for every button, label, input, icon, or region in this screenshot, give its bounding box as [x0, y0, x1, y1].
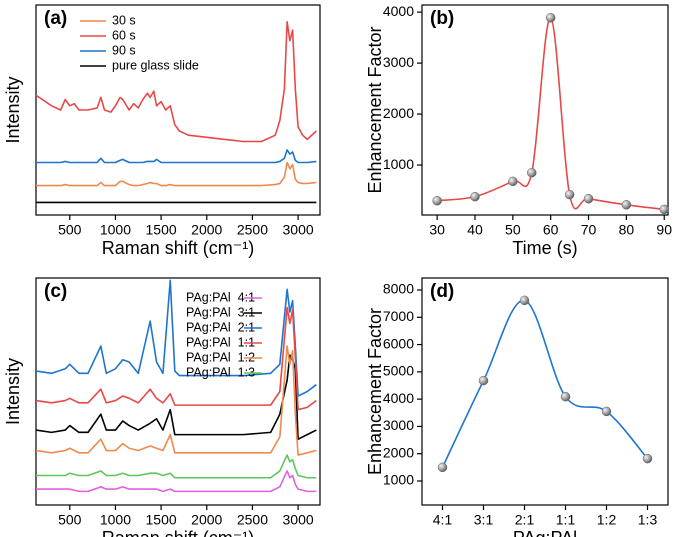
- x-tick-label: 1:3: [638, 512, 658, 528]
- x-axis-label: Time (s): [512, 238, 577, 258]
- x-axis-label: Raman shift (cm⁻¹): [102, 528, 255, 537]
- x-tick-label: 2000: [191, 222, 222, 238]
- x-tick-label: 2:1: [515, 512, 535, 528]
- data-line: [35, 21, 317, 143]
- y-axis-label: Intensity: [3, 76, 23, 143]
- panel-label: (d): [430, 281, 454, 302]
- legend-label: 60 s: [112, 28, 136, 42]
- panel-label: (c): [44, 281, 67, 302]
- panel: 500 1000 1500 2000 2500 3000 Raman shift (cm⁻¹…: [3, 277, 321, 537]
- data-line: [441, 299, 649, 468]
- data-point: [508, 176, 518, 187]
- x-tick-label: 50: [505, 222, 521, 238]
- y-tick-label: 4000: [383, 390, 414, 406]
- data-point: [478, 375, 489, 386]
- data-line: [36, 454, 317, 479]
- data-point: [659, 204, 669, 215]
- x-tick-label: 4:1: [433, 512, 453, 528]
- legend-label: 30 s: [112, 13, 136, 27]
- data-point: [432, 195, 442, 206]
- plot-frame: [421, 277, 669, 506]
- data-point: [601, 406, 612, 417]
- x-tick-label: 1000: [100, 222, 131, 238]
- panel: 500 1000 1500 2000 2500 3000 Raman shift (cm⁻¹…: [3, 4, 321, 258]
- x-axis-label: Raman shift (cm⁻¹): [102, 238, 255, 258]
- data-line: [35, 279, 317, 397]
- y-tick-label: 5000: [383, 363, 414, 379]
- x-tick-label: 500: [58, 512, 82, 528]
- x-tick-label: 3000: [283, 222, 314, 238]
- panel: 30 40 50 60 70 80 90 1000 2000 3000 4000 Time (s) En…: [365, 3, 672, 258]
- x-tick-label: 500: [58, 222, 82, 238]
- legend-label: pure glass slide: [112, 58, 199, 72]
- y-tick-label: 2000: [383, 105, 414, 121]
- panel-label: (a): [44, 8, 67, 29]
- x-axis-label: PAg:PAl: [513, 528, 577, 537]
- x-tick-label: 90: [656, 222, 672, 238]
- y-axis-label: Enhancement Factor: [365, 308, 385, 475]
- y-tick-label: 2000: [383, 444, 414, 460]
- data-point: [642, 453, 653, 464]
- y-tick-label: 3000: [383, 54, 414, 70]
- data-point: [470, 191, 480, 202]
- legend-label: PAg:PAl 3:1: [186, 305, 255, 319]
- data-point: [583, 193, 594, 204]
- legend-label: PAg:PAl 4:1: [186, 290, 255, 304]
- data-point: [560, 391, 571, 402]
- x-tick-label: 60: [543, 222, 559, 238]
- x-tick-label: 2500: [237, 512, 268, 528]
- data-point: [545, 12, 556, 23]
- data-line: [35, 354, 317, 440]
- x-tick-label: 1500: [146, 512, 177, 528]
- y-tick-label: 8000: [383, 281, 414, 297]
- x-tick-label: 80: [619, 222, 635, 238]
- y-tick-label: 6000: [383, 335, 414, 351]
- x-tick-label: 40: [467, 222, 483, 238]
- x-tick-label: 2000: [191, 512, 222, 528]
- x-tick-label: 3:1: [474, 512, 494, 528]
- data-line: [36, 161, 317, 187]
- y-tick-label: 1000: [383, 472, 414, 488]
- data-line: [437, 16, 665, 211]
- data-point: [621, 200, 632, 210]
- y-tick-label: 1000: [383, 156, 414, 172]
- x-tick-label: 70: [581, 222, 597, 238]
- x-tick-label: 1:2: [597, 512, 617, 528]
- x-tick-label: 2500: [237, 222, 268, 238]
- data-line: [35, 306, 317, 411]
- x-tick-label: 1:1: [556, 512, 576, 528]
- legend-label: PAg:PAl 1:2: [186, 350, 255, 364]
- data-line: [35, 345, 317, 456]
- data-line: [36, 470, 317, 493]
- data-line: [36, 149, 317, 164]
- x-tick-label: 3000: [283, 512, 314, 528]
- panel-label: (b): [430, 8, 454, 29]
- legend-label: PAg:PAl 1:3: [186, 365, 255, 379]
- legend-label: PAg:PAl 1:1: [186, 335, 255, 349]
- plot-frame: [35, 4, 321, 216]
- panel: 4:1 3:1 2:1 1:1 1:2 1:3 1000 2000 3000 4000 5000 60…: [365, 277, 669, 537]
- plot-frame: [35, 277, 321, 506]
- legend-label: 90 s: [112, 43, 136, 57]
- x-tick-label: 30: [429, 222, 445, 238]
- y-tick-label: 4000: [383, 3, 414, 19]
- data-point: [437, 462, 448, 473]
- y-axis-label: Enhancement Factor: [365, 26, 385, 193]
- x-tick-label: 1000: [100, 512, 131, 528]
- data-point: [564, 189, 575, 200]
- y-tick-label: 7000: [383, 308, 414, 324]
- data-point: [527, 167, 537, 178]
- x-tick-label: 1500: [146, 222, 177, 238]
- plot-frame: [421, 4, 669, 216]
- legend-label: PAg:PAl 2:1: [186, 320, 255, 334]
- data-point: [519, 295, 530, 306]
- y-tick-label: 3000: [383, 417, 414, 433]
- y-axis-label: Intensity: [3, 358, 23, 425]
